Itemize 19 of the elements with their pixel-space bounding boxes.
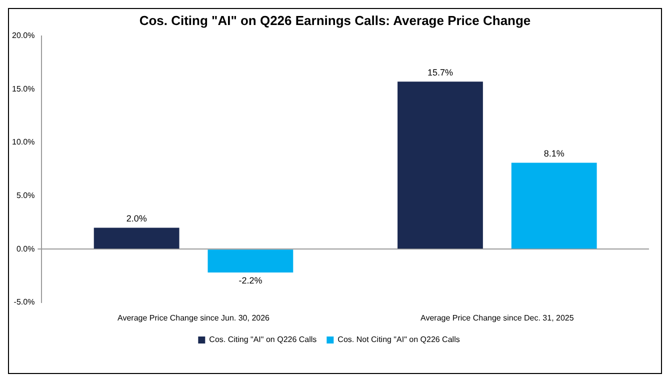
bar (94, 228, 180, 249)
legend-label: Cos. Citing "AI" on Q226 Calls (209, 335, 317, 344)
legend-label: Cos. Not Citing "AI" on Q226 Calls (338, 335, 460, 344)
y-tick-label: 10.0% (12, 138, 35, 147)
data-label: 15.7% (427, 68, 453, 78)
data-label: 8.1% (544, 148, 564, 159)
y-tick-label: 15.0% (12, 84, 35, 94)
bar (208, 250, 294, 273)
y-tick-label: 0.0% (16, 244, 35, 254)
chart-title: Cos. Citing "AI" on Q226 Earnings Calls: Average Price Change (138, 13, 532, 28)
bar (511, 162, 597, 249)
y-tick-label: -5.0% (14, 298, 35, 307)
data-label: -2.2% (238, 276, 262, 286)
data-label: 2.0% (126, 214, 147, 224)
x-tick-label: Average Price Change since Dec. 31, 2025 (420, 313, 574, 322)
y-tick-label: 20.0% (12, 31, 35, 40)
y-tick-label: 5.0% (16, 190, 35, 200)
x-tick-label: Average Price Change since Jun. 30, 2026 (118, 313, 270, 322)
bar (398, 82, 483, 249)
